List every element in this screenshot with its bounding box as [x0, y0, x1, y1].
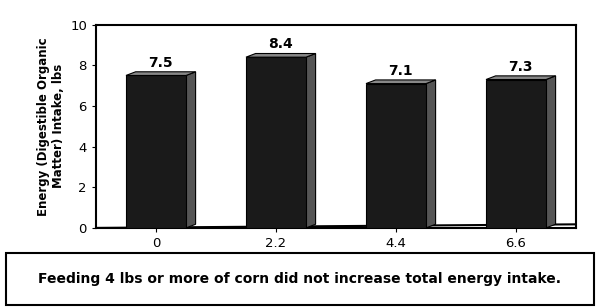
Text: 7.3: 7.3 [509, 60, 533, 74]
X-axis label: Supplemental Corn, as-fed lbs/day: Supplemental Corn, as-fed lbs/day [207, 256, 465, 269]
Polygon shape [186, 72, 196, 228]
Polygon shape [486, 76, 556, 79]
Polygon shape [246, 54, 316, 57]
Polygon shape [426, 80, 436, 228]
Y-axis label: Energy (Digestible Organic
Matter) Intake, lbs: Energy (Digestible Organic Matter) Intak… [37, 37, 65, 216]
Text: 8.4: 8.4 [268, 38, 293, 51]
Polygon shape [126, 75, 186, 228]
Polygon shape [546, 76, 556, 228]
Polygon shape [306, 54, 316, 228]
Polygon shape [246, 57, 306, 228]
Polygon shape [366, 80, 436, 83]
Text: 7.1: 7.1 [388, 64, 413, 78]
Polygon shape [486, 79, 546, 228]
FancyBboxPatch shape [6, 253, 594, 305]
Text: 7.5: 7.5 [148, 56, 173, 70]
Polygon shape [366, 83, 426, 228]
Text: Feeding 4 lbs or more of corn did not increase total energy intake.: Feeding 4 lbs or more of corn did not in… [38, 272, 562, 286]
Polygon shape [126, 72, 196, 75]
